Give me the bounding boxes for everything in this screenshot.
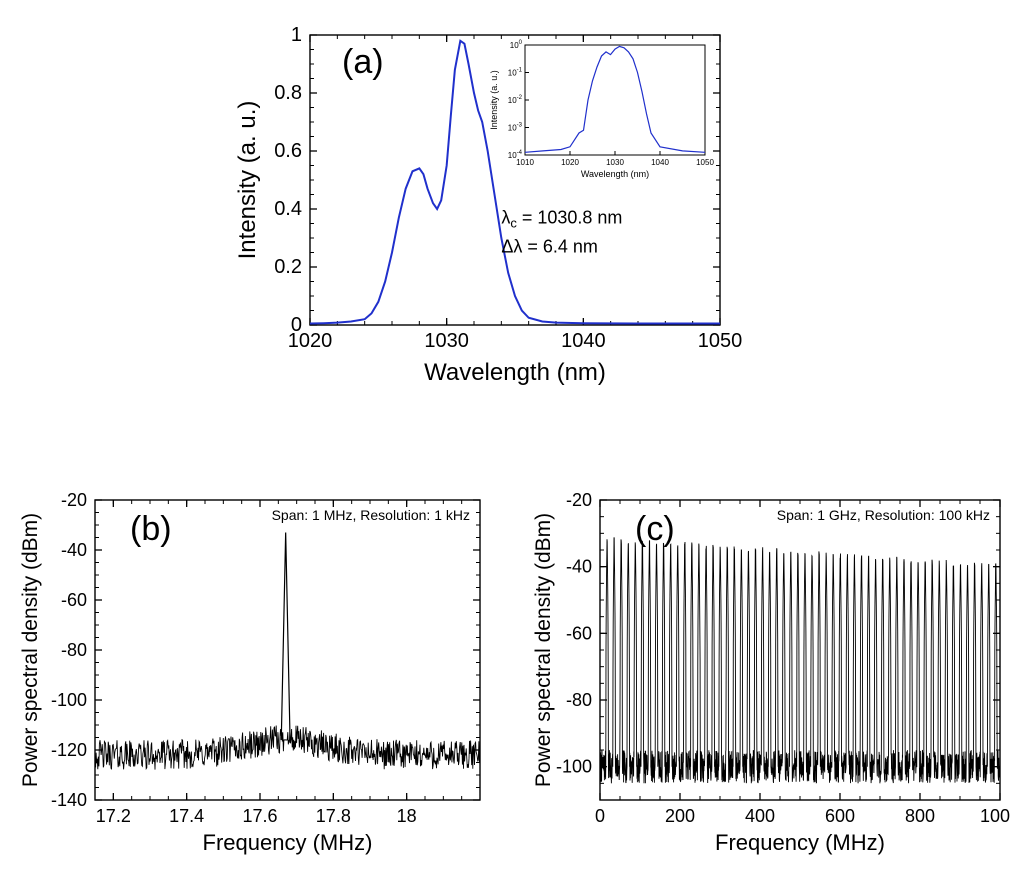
svg-text:(c): (c): [635, 510, 675, 548]
svg-text:1000: 1000: [980, 806, 1010, 826]
svg-text:(b): (b): [130, 510, 172, 548]
svg-text:Span: 1 GHz, Resolution: 100 k: Span: 1 GHz, Resolution: 100 kHz: [777, 507, 990, 523]
svg-text:-100: -100: [556, 757, 592, 777]
svg-text:400: 400: [745, 806, 775, 826]
svg-text:18: 18: [397, 806, 417, 826]
svg-text:-80: -80: [61, 640, 87, 660]
svg-text:Intensity (a. u.): Intensity (a. u.): [489, 70, 499, 130]
svg-text:1: 1: [291, 24, 302, 46]
svg-text:-80: -80: [566, 690, 592, 710]
svg-text:Wavelength (nm): Wavelength (nm): [424, 359, 606, 386]
svg-text:(a): (a): [342, 43, 384, 81]
svg-text:10-3: 10-3: [508, 123, 523, 133]
svg-text:1050: 1050: [698, 330, 743, 352]
svg-text:-20: -20: [61, 490, 87, 510]
svg-text:Intensity (a. u.): Intensity (a. u.): [234, 101, 261, 260]
svg-text:Wavelength (nm): Wavelength (nm): [581, 169, 649, 179]
svg-text:600: 600: [825, 806, 855, 826]
svg-text:17.2: 17.2: [96, 806, 131, 826]
svg-text:17.6: 17.6: [242, 806, 277, 826]
svg-text:17.4: 17.4: [169, 806, 204, 826]
svg-text:Frequency (MHz): Frequency (MHz): [203, 830, 373, 855]
svg-text:10-1: 10-1: [508, 68, 523, 78]
svg-text:Span: 1 MHz, Resolution: 1 kHz: Span: 1 MHz, Resolution: 1 kHz: [272, 507, 470, 523]
panel-c: 0 200 400 600 800 1000 -100 -80 -60 -40 -20 Frequen…: [520, 485, 1010, 875]
svg-text:Δλ = 6.4 nm: Δλ = 6.4 nm: [501, 237, 598, 257]
svg-text:λc = 1030.8 nm: λc = 1030.8 nm: [501, 208, 622, 231]
svg-text:-100: -100: [51, 690, 87, 710]
svg-text:800: 800: [905, 806, 935, 826]
svg-text:Power spectral density (dBm): Power spectral density (dBm): [532, 513, 555, 787]
figure-root: 1020 1030 1040 1050 0 0.2 0.4 0.6 0.8 1 Wavelength…: [0, 0, 1011, 886]
svg-text:1040: 1040: [561, 330, 606, 352]
svg-text:0: 0: [291, 314, 302, 336]
svg-text:10-2: 10-2: [508, 95, 523, 105]
svg-text:0.4: 0.4: [274, 198, 302, 220]
svg-text:1030: 1030: [606, 158, 624, 167]
svg-text:1040: 1040: [651, 158, 669, 167]
svg-text:100: 100: [510, 40, 523, 50]
svg-text:-60: -60: [61, 590, 87, 610]
svg-text:1010: 1010: [516, 158, 534, 167]
svg-text:1020: 1020: [561, 158, 579, 167]
svg-text:-40: -40: [61, 540, 87, 560]
svg-text:17.8: 17.8: [316, 806, 351, 826]
svg-text:-40: -40: [566, 557, 592, 577]
svg-text:-20: -20: [566, 490, 592, 510]
svg-text:1050: 1050: [696, 158, 714, 167]
svg-text:Frequency (MHz): Frequency (MHz): [715, 830, 885, 855]
svg-text:Power spectral density (dBm): Power spectral density (dBm): [19, 513, 42, 787]
svg-text:200: 200: [665, 806, 695, 826]
svg-text:-140: -140: [51, 790, 87, 810]
panel-b: 17.2 17.4 17.6 17.8 18 -140 -120 -100 -80 -60 -40 -…: [10, 485, 500, 875]
svg-text:-60: -60: [566, 623, 592, 643]
svg-text:0.2: 0.2: [274, 256, 302, 278]
svg-text:0.6: 0.6: [274, 140, 302, 162]
svg-text:-120: -120: [51, 740, 87, 760]
svg-text:0.8: 0.8: [274, 82, 302, 104]
svg-text:0: 0: [595, 806, 605, 826]
svg-text:1030: 1030: [424, 330, 469, 352]
panel-a: 1020 1030 1040 1050 0 0.2 0.4 0.6 0.8 1 Wavelength…: [230, 5, 750, 405]
